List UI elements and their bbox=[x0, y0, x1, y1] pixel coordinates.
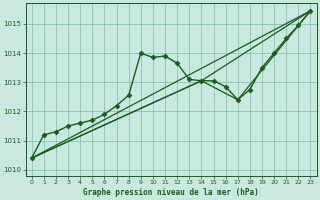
X-axis label: Graphe pression niveau de la mer (hPa): Graphe pression niveau de la mer (hPa) bbox=[83, 188, 259, 197]
